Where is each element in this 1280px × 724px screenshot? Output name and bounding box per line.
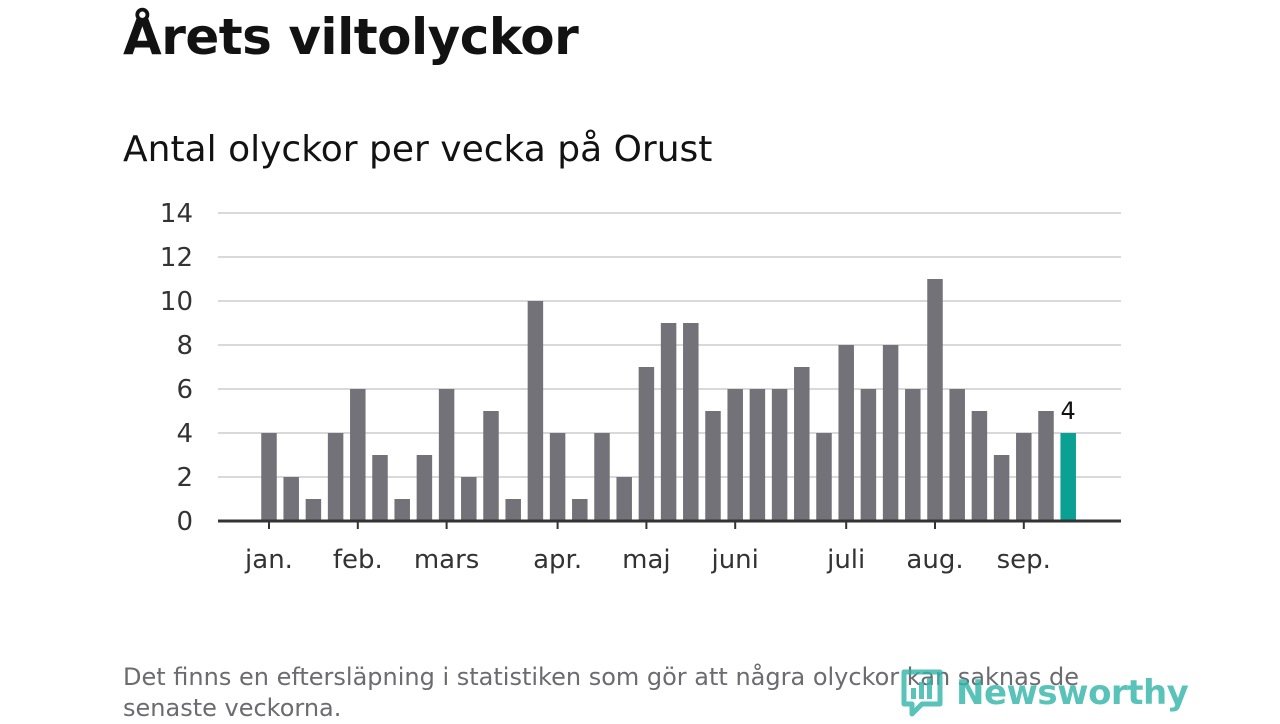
y-tick-label: 6 (176, 375, 193, 405)
bar (816, 433, 832, 521)
y-tick-label: 8 (176, 331, 193, 361)
x-tick-label: juni (710, 545, 758, 575)
bar (794, 367, 810, 521)
x-tick-label: aug. (906, 545, 963, 575)
bar (638, 367, 655, 521)
bar (705, 411, 721, 521)
bar (461, 477, 477, 521)
bar (594, 433, 610, 521)
bar (749, 389, 766, 521)
y-tick-label: 14 (160, 199, 193, 229)
bar (372, 455, 388, 521)
chart-title: Årets viltolyckor (123, 8, 579, 66)
bar (483, 411, 499, 521)
bar (860, 389, 877, 521)
x-tick-label: jan. (244, 545, 293, 575)
bar (283, 477, 299, 521)
bar (549, 433, 566, 521)
bar (327, 433, 344, 521)
bar (438, 389, 455, 521)
bar (505, 499, 521, 521)
bar (1016, 433, 1032, 521)
bar (993, 455, 1010, 521)
x-tick-label: maj (622, 545, 670, 575)
bar (727, 389, 743, 521)
brand-name: Newsworthy (956, 673, 1189, 713)
bar (527, 301, 544, 521)
bar (305, 499, 322, 521)
bar (572, 499, 588, 521)
data-label: 4 (1061, 397, 1076, 425)
bar (261, 433, 277, 521)
bar (949, 389, 965, 521)
bar (905, 389, 921, 521)
x-tick-label: sep. (997, 545, 1051, 575)
y-tick-label: 12 (160, 243, 193, 273)
brand-logo[interactable]: Newsworthy (900, 668, 1189, 718)
bar (1038, 411, 1054, 521)
x-tick-label: feb. (333, 545, 383, 575)
y-tick-label: 4 (176, 419, 193, 449)
bar (927, 279, 943, 521)
x-tick-label: mars (414, 545, 480, 575)
bar (683, 323, 699, 521)
bar (660, 323, 677, 521)
bar-highlight (1060, 433, 1076, 521)
footnote: Det finns en eftersläpning i statistiken… (123, 663, 1079, 722)
y-tick-label: 0 (176, 507, 193, 537)
bar (838, 345, 854, 521)
newsworthy-logo-icon (901, 669, 943, 717)
bar-chart: 0 2 4 6 8 10 12 14 4 jan. feb. mars apr. maj juni juli a… (160, 199, 1121, 575)
y-tick-label: 10 (160, 287, 193, 317)
bar (616, 477, 632, 521)
bar (771, 389, 788, 521)
x-tick-label: juli (826, 545, 865, 575)
bar (971, 411, 988, 521)
bar (394, 499, 410, 521)
y-tick-label: 2 (176, 463, 193, 493)
x-tick-label: apr. (533, 545, 582, 575)
bar (882, 345, 899, 521)
bar (416, 455, 433, 521)
bar (350, 389, 366, 521)
chart-subtitle: Antal olyckor per vecka på Orust (123, 129, 713, 170)
